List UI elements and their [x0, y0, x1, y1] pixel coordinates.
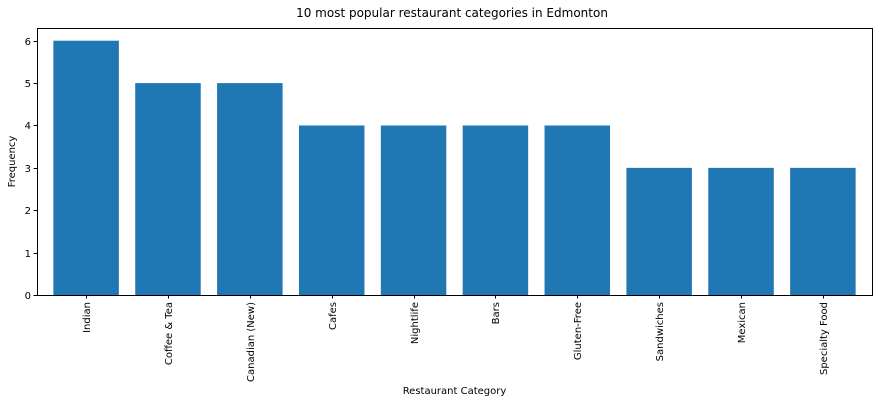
chart-title: 10 most popular restaurant categories in…: [296, 6, 608, 20]
y-tick-label-6: 6: [25, 37, 31, 48]
y-tick-label-5: 5: [25, 79, 31, 90]
bar-1: [135, 83, 201, 295]
bar-6: [544, 125, 611, 295]
x-tick-label-7: Sandwiches: [655, 302, 666, 361]
bar-3: [298, 125, 365, 295]
x-tick-label-3: Cafes: [328, 302, 339, 330]
x-tick-label-4: Nightlife: [410, 302, 421, 344]
y-axis: 0 1 2 3 4 5 6: [25, 37, 37, 302]
bar-8: [708, 167, 774, 295]
y-tick-label-1: 1: [25, 249, 31, 260]
y-tick-label-2: 2: [25, 206, 31, 217]
y-axis-label: Frequency: [7, 136, 18, 188]
x-tick-label-0: Indian: [82, 302, 93, 333]
bar-2: [217, 83, 283, 295]
bar-0: [53, 40, 119, 295]
bar-7: [626, 167, 692, 295]
x-axis-label: Restaurant Category: [403, 386, 507, 397]
x-tick-label-6: Gluten-Free: [573, 302, 584, 360]
y-tick-label-4: 4: [25, 121, 31, 132]
bar-9: [790, 167, 856, 295]
x-tick-label-8: Mexican: [737, 302, 748, 343]
y-tick-label-0: 0: [25, 291, 31, 302]
x-tick-label-1: Coffee & Tea: [164, 302, 175, 365]
x-tick-label-5: Bars: [491, 302, 502, 324]
y-tick-label-3: 3: [25, 164, 31, 175]
bar-4: [380, 125, 447, 295]
x-tick-label-9: Specialty Food: [819, 302, 830, 375]
bars-group: [53, 40, 856, 295]
x-tick-label-2: Canadian (New): [246, 302, 257, 382]
x-axis: Indian Coffee & Tea Canadian (New) Cafes Nig…: [82, 295, 830, 382]
bar-5: [462, 125, 529, 295]
plot-frame: [37, 28, 873, 296]
